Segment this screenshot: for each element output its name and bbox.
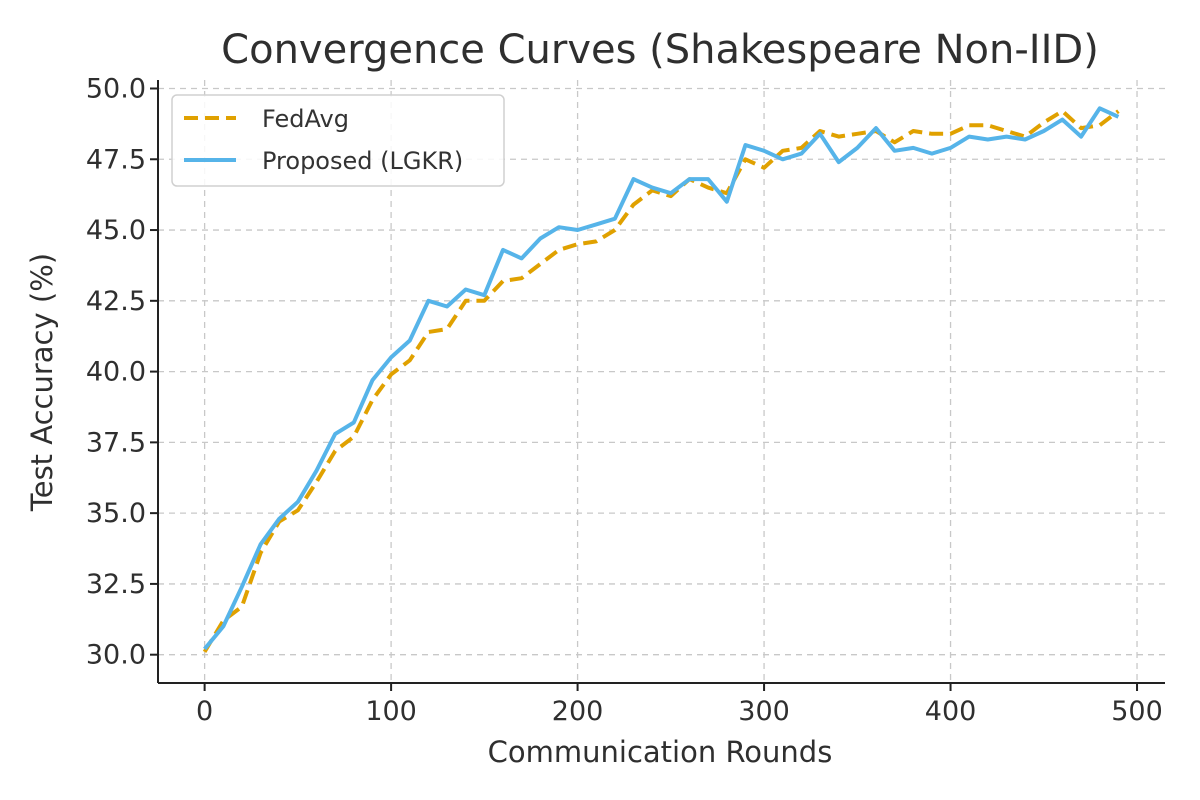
x-axis-label: Communication Rounds	[488, 735, 833, 769]
y-ticks: 30.0 32.5 35.0 37.5 40.0 42.5 45.0 47.5 50.0	[86, 73, 158, 671]
y-tick-label: 45.0	[86, 215, 146, 246]
chart-title: Convergence Curves (Shakespeare Non-IID)	[221, 27, 1099, 73]
x-tick-label: 400	[925, 696, 977, 727]
legend-label-proposed: Proposed (LGKR)	[262, 147, 463, 175]
legend-frame	[171, 94, 505, 187]
y-tick-label: 42.5	[86, 286, 146, 317]
series-line-fedavg	[202, 109, 1120, 653]
x-tick-label: 100	[365, 696, 417, 727]
x-tick-label: 200	[552, 696, 604, 727]
x-ticks: 0 100 200 300 400 500	[196, 683, 1163, 727]
legend: FedAvg Proposed (LGKR)	[171, 94, 505, 187]
x-tick-label: 300	[738, 696, 790, 727]
y-tick-label: 32.5	[86, 569, 146, 600]
x-tick-label: 500	[1111, 696, 1163, 727]
y-tick-label: 35.0	[86, 498, 146, 529]
y-tick-label: 40.0	[86, 357, 146, 388]
y-tick-label: 30.0	[86, 640, 146, 671]
y-tick-label: 50.0	[86, 73, 146, 104]
y-tick-label: 37.5	[86, 427, 146, 458]
axes	[157, 80, 1165, 684]
series-layer	[202, 106, 1120, 653]
y-tick-label: 47.5	[86, 144, 146, 175]
x-tick-label: 0	[196, 696, 213, 727]
series-line-proposed	[203, 106, 1120, 651]
y-axis-label: Test Accuracy (%)	[25, 253, 59, 512]
legend-label-fedavg: FedAvg	[262, 105, 349, 133]
